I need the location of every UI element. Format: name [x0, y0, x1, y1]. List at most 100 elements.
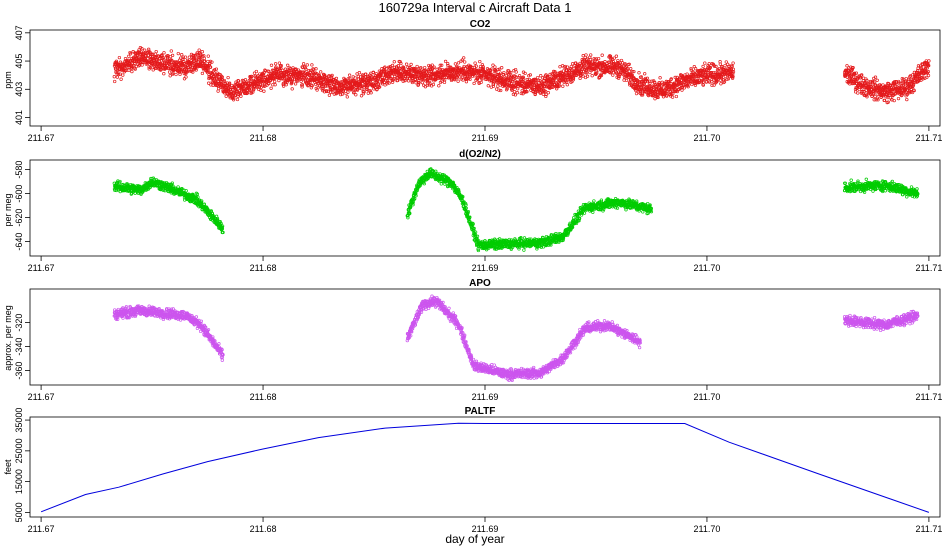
- data-point: [203, 59, 207, 63]
- data-point: [140, 63, 144, 67]
- data-point: [127, 68, 131, 72]
- data-point: [643, 72, 647, 76]
- data-point: [163, 61, 167, 66]
- data-point: [584, 53, 588, 57]
- x-tick-label: 211.68: [250, 133, 277, 143]
- data-point: [310, 63, 314, 67]
- data-point: [267, 81, 271, 85]
- x-tick-label: 211.67: [28, 133, 55, 143]
- data-point: [155, 58, 159, 63]
- data-point: [117, 55, 122, 60]
- data-point: [121, 73, 125, 77]
- data-point: [254, 69, 259, 74]
- data-point: [478, 59, 482, 64]
- y-tick-label: 401: [14, 110, 24, 125]
- data-point: [561, 84, 565, 88]
- data-point: [345, 95, 349, 99]
- data-point: [905, 97, 909, 102]
- data-point: [319, 70, 323, 74]
- data-point: [200, 71, 205, 76]
- data-point: [144, 54, 148, 58]
- data-point: [117, 72, 121, 77]
- data-point: [873, 94, 877, 99]
- data-point: [161, 56, 165, 60]
- data-point: [166, 54, 170, 58]
- data-point: [456, 61, 461, 65]
- data-point: [288, 66, 292, 71]
- data-point: [327, 93, 332, 97]
- data-point: [170, 53, 175, 58]
- data-point: [151, 68, 155, 72]
- data-point: [235, 97, 240, 102]
- data-point: [170, 58, 174, 63]
- data-point: [589, 53, 593, 57]
- data-point: [539, 74, 543, 78]
- data-point: [231, 98, 236, 102]
- data-point: [191, 70, 195, 74]
- data-point: [515, 91, 519, 95]
- x-tick-label: 211.71: [915, 133, 942, 143]
- data-point: [512, 90, 517, 94]
- data-point: [162, 72, 166, 76]
- data-point: [926, 73, 931, 78]
- data-point: [546, 91, 550, 95]
- data-point: [281, 84, 286, 88]
- data-point: [263, 68, 267, 72]
- data-point: [357, 71, 362, 75]
- data-point: [147, 47, 151, 51]
- co2-x-ticks: 211.67 211.68 211.69 211.70 211.71: [28, 126, 942, 143]
- data-point: [162, 51, 166, 55]
- data-point: [115, 75, 120, 79]
- data-point: [260, 73, 264, 77]
- data-point: [346, 90, 350, 94]
- data-point: [456, 79, 460, 83]
- data-point: [193, 56, 197, 61]
- co2-panel-title: CO2: [470, 19, 491, 30]
- data-point: [453, 62, 458, 66]
- data-point: [637, 71, 641, 75]
- data-point: [927, 59, 931, 63]
- data-point: [269, 63, 274, 67]
- o2n2-panel: d(O2/N2) per meg 211.67 211.68 211.69 211.7…: [3, 149, 942, 273]
- data-point: [629, 67, 633, 71]
- data-point: [133, 67, 137, 71]
- data-point: [128, 52, 133, 56]
- figure-title: 160729a Interval c Aircraft Data 1: [379, 0, 572, 15]
- data-point: [600, 53, 604, 57]
- data-point: [208, 65, 213, 69]
- data-point: [178, 72, 182, 77]
- data-point: [486, 84, 490, 88]
- data-point: [119, 77, 123, 81]
- data-point: [115, 72, 119, 76]
- data-point: [272, 73, 277, 77]
- o2n2-y-label: per meg: [3, 193, 13, 226]
- data-point: [213, 68, 217, 72]
- data-point: [443, 59, 448, 64]
- data-point: [180, 53, 184, 57]
- data-point: [154, 49, 158, 54]
- data-point: [176, 51, 180, 56]
- data-point: [286, 68, 290, 72]
- data-point: [273, 62, 278, 66]
- data-point: [280, 68, 285, 72]
- y-tick-label: 403: [14, 82, 24, 97]
- data-point: [693, 67, 698, 71]
- data-point: [290, 87, 294, 91]
- co2-marks: [112, 46, 931, 105]
- data-point: [233, 93, 237, 97]
- data-point: [570, 62, 575, 66]
- data-point: [168, 74, 172, 78]
- data-point: [472, 81, 476, 86]
- data-point: [269, 86, 273, 90]
- data-point: [174, 72, 178, 77]
- data-point: [442, 80, 447, 85]
- data-point: [558, 65, 562, 69]
- data-point: [249, 90, 254, 94]
- data-point: [237, 79, 241, 83]
- data-point: [561, 69, 566, 73]
- data-point: [301, 62, 306, 66]
- data-point: [674, 94, 679, 99]
- data-point: [464, 80, 469, 84]
- data-point: [206, 54, 210, 58]
